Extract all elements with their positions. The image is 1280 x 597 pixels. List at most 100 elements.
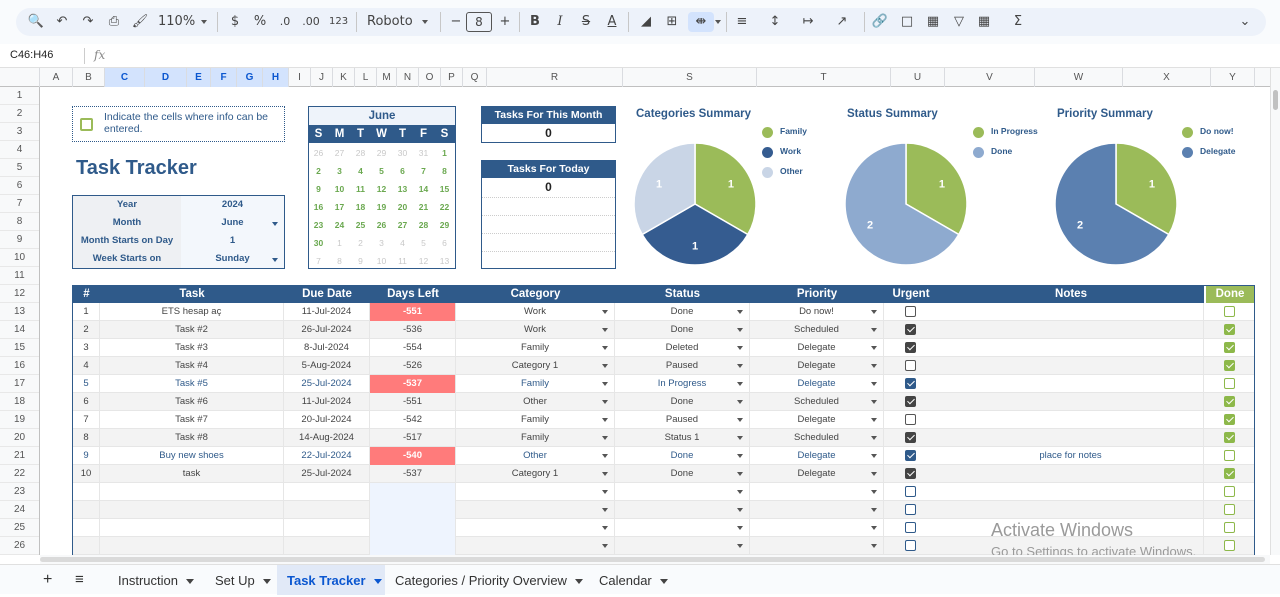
dropdown-caret-icon[interactable] [871,508,877,512]
column-header-n[interactable]: N [397,68,419,87]
font-select[interactable]: Roboto [367,12,427,32]
column-header-v[interactable]: V [945,68,1035,87]
column-header-f[interactable]: F [211,68,237,87]
redo-icon[interactable]: ↷ [82,14,94,29]
table-cell-cat[interactable] [456,537,615,555]
table-cell-prio[interactable]: Delegate [750,411,884,429]
row-header[interactable]: 22 [0,465,39,483]
table-cell-notes[interactable] [938,465,1204,483]
table-cell-status[interactable] [615,501,750,519]
urgent-checkbox[interactable] [905,324,916,335]
table-cell-cat[interactable]: Family [456,411,615,429]
done-checkbox[interactable] [1224,414,1235,425]
filter-icon[interactable]: ▽ [954,14,964,29]
dropdown-caret-icon[interactable] [602,346,608,350]
table-cell-status[interactable]: Done [615,393,750,411]
table-cell-prio[interactable] [750,519,884,537]
dropdown-caret-icon[interactable] [602,310,608,314]
table-cell-prio[interactable] [750,483,884,501]
table-cell-status[interactable]: Done [615,465,750,483]
row-header[interactable]: 26 [0,537,39,555]
table-cell-task[interactable]: task [100,465,284,483]
dropdown-caret-icon[interactable] [871,346,877,350]
decrease-decimal-button[interactable]: .0 [279,15,291,28]
dropdown-caret-icon[interactable] [602,328,608,332]
table-header-due[interactable]: Due Date [284,285,370,303]
table-cell-due[interactable]: 25-Jul-2024 [284,375,370,393]
dropdown-caret-icon[interactable] [602,418,608,422]
table-cell-status[interactable]: Paused [615,411,750,429]
table-cell-task[interactable]: Buy new shoes [100,447,284,465]
table-cell-cat[interactable] [456,501,615,519]
row-header[interactable]: 23 [0,483,39,501]
urgent-checkbox[interactable] [905,306,916,317]
done-checkbox[interactable] [1224,306,1235,317]
table-cell-status[interactable]: In Progress [615,375,750,393]
table-cell-task[interactable]: Task #8 [100,429,284,447]
currency-format-button[interactable]: $ [230,14,240,29]
dropdown-caret-icon[interactable] [602,364,608,368]
table-cell-prio[interactable]: Scheduled [750,429,884,447]
row-header[interactable]: 6 [0,177,39,195]
urgent-checkbox[interactable] [905,342,916,353]
table-cell-task[interactable] [100,537,284,555]
table-cell-cat[interactable]: Work [456,303,615,321]
insert-comment-icon[interactable]: □ [900,14,914,29]
search-menus-icon[interactable]: 🔍 [27,14,45,29]
row-header[interactable]: 15 [0,339,39,357]
table-cell-prio[interactable] [750,537,884,555]
dropdown-caret-icon[interactable] [272,222,278,226]
column-header-k[interactable]: K [333,68,355,87]
table-cell-prio[interactable]: Do now! [750,303,884,321]
dropdown-caret-icon[interactable] [737,436,743,440]
table-cell-notes[interactable] [938,537,1204,555]
sheet-tab-task-tracker[interactable]: Task Tracker [277,565,385,595]
functions-button[interactable]: Σ [1013,14,1023,29]
vertical-align-icon[interactable]: ↕ [769,14,781,29]
row-header[interactable]: 8 [0,213,39,231]
urgent-checkbox[interactable] [905,450,916,461]
dropdown-caret-icon[interactable] [737,310,743,314]
table-cell-notes[interactable] [938,501,1204,519]
row-header[interactable]: 7 [0,195,39,213]
table-cell-prio[interactable]: Delegate [750,465,884,483]
table-cell-notes[interactable] [938,519,1204,537]
done-checkbox[interactable] [1224,486,1235,497]
table-cell-prio[interactable]: Scheduled [750,393,884,411]
horizontal-align-icon[interactable]: ≡ [736,14,748,29]
table-cell-notes[interactable] [938,393,1204,411]
table-cell-status[interactable] [615,483,750,501]
sheet-grid[interactable]: Indicate the cells where info can be ent… [40,87,1270,555]
table-cell-status[interactable]: Paused [615,357,750,375]
table-header-prio[interactable]: Priority [750,285,884,303]
dropdown-caret-icon[interactable] [871,472,877,476]
row-header[interactable]: 10 [0,249,39,267]
dropdown-caret-icon[interactable] [737,346,743,350]
table-cell-due[interactable]: 25-Jul-2024 [284,465,370,483]
table-cell-cat[interactable]: Family [456,339,615,357]
row-header[interactable]: 18 [0,393,39,411]
decrease-font-size-button[interactable]: − [450,14,462,29]
italic-button[interactable]: I [557,14,563,29]
table-cell-due[interactable]: 11-Jul-2024 [284,303,370,321]
print-icon[interactable]: ⎙ [108,14,120,29]
table-cell-due[interactable]: 5-Aug-2024 [284,357,370,375]
select-all-corner[interactable] [0,68,40,87]
urgent-checkbox[interactable] [905,540,916,551]
dropdown-caret-icon[interactable] [871,310,877,314]
increase-decimal-button[interactable]: .00 [302,15,320,28]
row-header[interactable]: 11 [0,267,39,285]
urgent-checkbox[interactable] [905,522,916,533]
dropdown-caret-icon[interactable] [602,490,608,494]
sheet-tab-caret-icon[interactable] [574,579,583,585]
table-cell-notes[interactable] [938,483,1204,501]
horizontal-scroll-thumb[interactable] [40,557,1265,562]
urgent-checkbox[interactable] [905,414,916,425]
table-cell-due[interactable] [284,483,370,501]
column-header-g[interactable]: G [237,68,263,87]
vertical-scrollbar[interactable] [1270,68,1280,555]
dropdown-caret-icon[interactable] [602,544,608,548]
add-sheet-icon[interactable]: + [43,571,53,588]
paint-format-icon[interactable]: 🖌 [131,14,149,29]
column-header-b[interactable]: B [73,68,105,87]
